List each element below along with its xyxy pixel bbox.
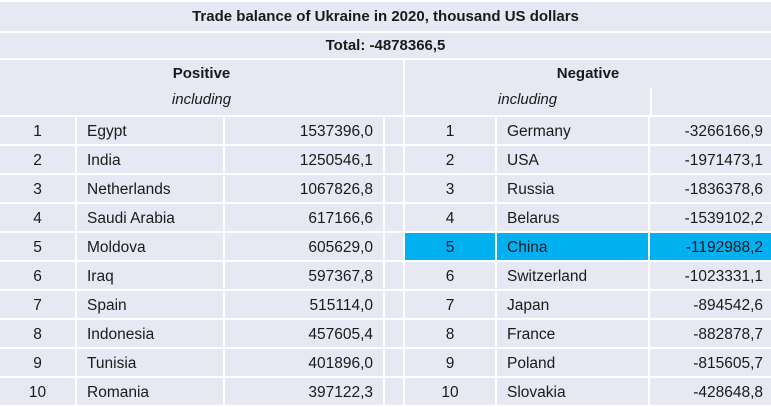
negative-country: USA xyxy=(497,146,648,173)
negative-rank: 4 xyxy=(405,204,495,231)
negative-country: Germany xyxy=(497,117,648,144)
negative-heading: Negative xyxy=(556,65,620,82)
negative-country: China xyxy=(497,233,648,260)
positive-rank: 9 xyxy=(0,349,75,376)
positive-value: 605629,0 xyxy=(225,233,383,260)
negative-value: -1836378,6 xyxy=(650,175,771,202)
positive-subheading: including xyxy=(171,91,232,108)
table-row: 10 Romania 397122,3 10 Slovakia -428648,8 xyxy=(0,378,771,405)
positive-country: Spain xyxy=(77,291,223,318)
negative-value: -1971473,1 xyxy=(650,146,771,173)
positive-country: Saudi Arabia xyxy=(77,204,223,231)
positive-rank: 2 xyxy=(0,146,75,173)
positive-country: Tunisia xyxy=(77,349,223,376)
negative-rank: 6 xyxy=(405,262,495,289)
positive-rank: 1 xyxy=(0,117,75,144)
negative-country: Belarus xyxy=(497,204,648,231)
negative-value: -1539102,2 xyxy=(650,204,771,231)
positive-country: Romania xyxy=(77,378,223,405)
column-gap xyxy=(385,175,403,202)
negative-value: -815605,7 xyxy=(650,349,771,376)
positive-value: 597367,8 xyxy=(225,262,383,289)
positive-value: 515114,0 xyxy=(225,291,383,318)
table-row: 3 Netherlands 1067826,8 3 Russia -1836378,6 xyxy=(0,175,771,202)
table-row: 8 Indonesia 457605,4 8 France -882878,7 xyxy=(0,320,771,347)
negative-rank: 2 xyxy=(405,146,495,173)
table-title: Trade balance of Ukraine in 2020, thousa… xyxy=(0,2,771,31)
negative-country: Slovakia xyxy=(497,378,648,405)
negative-country: Russia xyxy=(497,175,648,202)
column-gap xyxy=(385,291,403,318)
column-gap xyxy=(385,349,403,376)
positive-value: 397122,3 xyxy=(225,378,383,405)
positive-rank: 6 xyxy=(0,262,75,289)
positive-rank: 5 xyxy=(0,233,75,260)
table-row: 5 Moldova 605629,0 5 China -1192988,2 xyxy=(0,233,771,260)
table-row: 9 Tunisia 401896,0 9 Poland -815605,7 xyxy=(0,349,771,376)
negative-header: Negative including xyxy=(405,60,771,115)
negative-rank: 9 xyxy=(405,349,495,376)
column-gap xyxy=(385,262,403,289)
table-row: 6 Iraq 597367,8 6 Switzerland -1023331,1 xyxy=(0,262,771,289)
positive-value: 617166,6 xyxy=(225,204,383,231)
positive-heading: Positive xyxy=(172,65,231,82)
column-gap xyxy=(385,320,403,347)
total-row: Total: -4878366,5 xyxy=(0,33,771,58)
negative-value: -1192988,2 xyxy=(650,233,771,260)
negative-value: -428648,8 xyxy=(650,378,771,405)
negative-country: Switzerland xyxy=(497,262,648,289)
positive-country: Egypt xyxy=(77,117,223,144)
negative-rank: 10 xyxy=(405,378,495,405)
positive-value: 1537396,0 xyxy=(225,117,383,144)
table-body: 1 Egypt 1537396,0 1 Germany -3266166,9 2 India 1… xyxy=(0,117,771,407)
positive-value: 457605,4 xyxy=(225,320,383,347)
column-gap xyxy=(385,117,403,144)
positive-country: India xyxy=(77,146,223,173)
negative-rank: 3 xyxy=(405,175,495,202)
negative-rank: 8 xyxy=(405,320,495,347)
positive-rank: 3 xyxy=(0,175,75,202)
table-row: 7 Spain 515114,0 7 Japan -894542,6 xyxy=(0,291,771,318)
negative-subheading: including xyxy=(497,91,558,108)
negative-value: -3266166,9 xyxy=(650,117,771,144)
positive-rank: 7 xyxy=(0,291,75,318)
negative-rank: 1 xyxy=(405,117,495,144)
positive-value: 1250546,1 xyxy=(225,146,383,173)
positive-rank: 8 xyxy=(0,320,75,347)
header-divider xyxy=(650,88,652,115)
column-gap xyxy=(385,233,403,260)
column-gap xyxy=(385,146,403,173)
column-gap xyxy=(385,378,403,405)
positive-country: Iraq xyxy=(77,262,223,289)
negative-country: Poland xyxy=(497,349,648,376)
column-gap xyxy=(385,204,403,231)
negative-country: Japan xyxy=(497,291,648,318)
positive-header: Positive including xyxy=(0,60,403,115)
positive-value: 1067826,8 xyxy=(225,175,383,202)
positive-value: 401896,0 xyxy=(225,349,383,376)
negative-value: -1023331,1 xyxy=(650,262,771,289)
negative-country: France xyxy=(497,320,648,347)
negative-value: -894542,6 xyxy=(650,291,771,318)
table-row: 2 India 1250546,1 2 USA -1971473,1 xyxy=(0,146,771,173)
negative-value: -882878,7 xyxy=(650,320,771,347)
negative-rank: 7 xyxy=(405,291,495,318)
table-row: 1 Egypt 1537396,0 1 Germany -3266166,9 xyxy=(0,117,771,144)
positive-country: Moldova xyxy=(77,233,223,260)
positive-country: Netherlands xyxy=(77,175,223,202)
positive-rank: 10 xyxy=(0,378,75,405)
positive-rank: 4 xyxy=(0,204,75,231)
table-row: 4 Saudi Arabia 617166,6 4 Belarus -1539102,2 xyxy=(0,204,771,231)
positive-country: Indonesia xyxy=(77,320,223,347)
negative-rank: 5 xyxy=(405,233,495,260)
